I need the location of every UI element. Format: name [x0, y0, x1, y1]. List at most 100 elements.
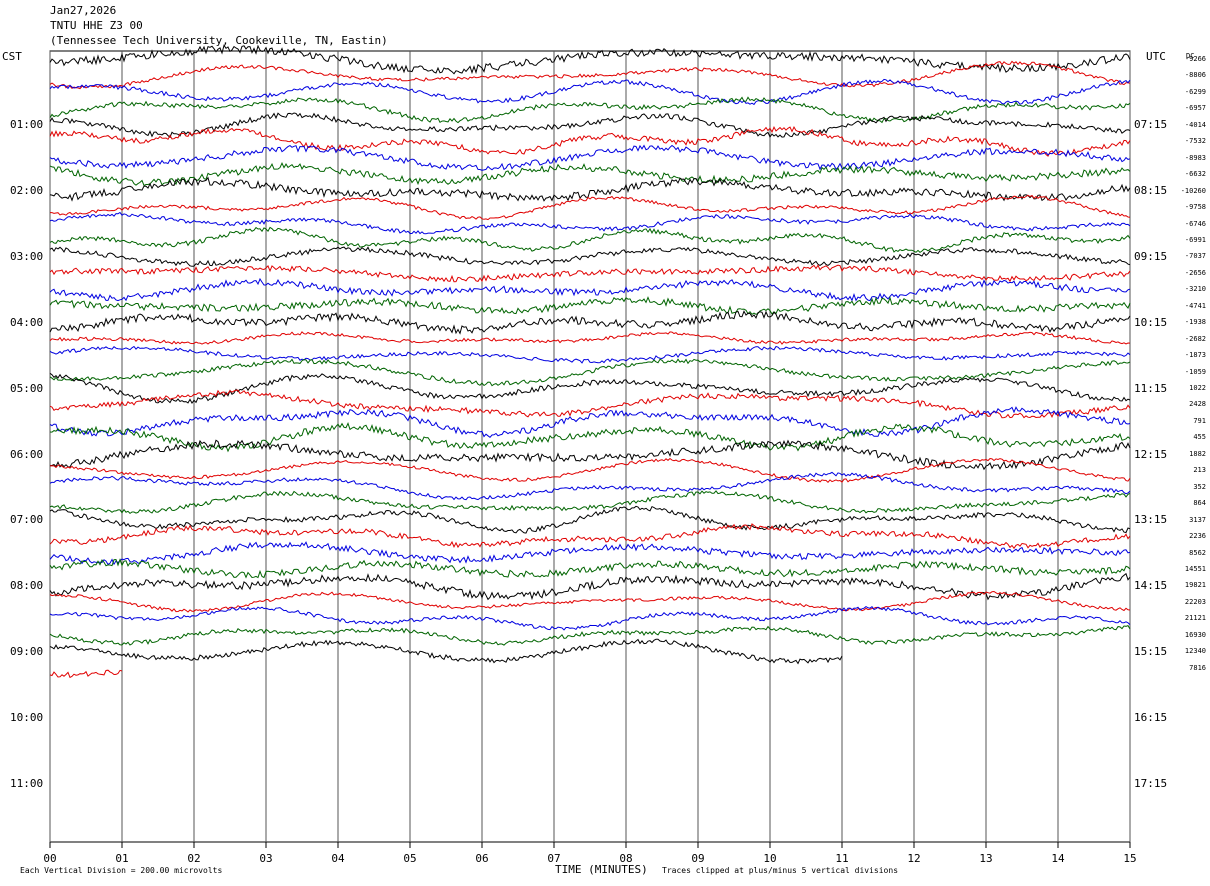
x-tick-label: 07: [547, 852, 561, 865]
dc-offset-value: -6632: [1184, 170, 1206, 179]
station-label: TNTU HHE Z3 00: [50, 19, 143, 32]
seismic-trace: [49, 422, 1131, 453]
seismic-trace: [49, 590, 1131, 613]
dc-offset-value: 791: [1193, 416, 1206, 425]
seismic-trace: [49, 389, 1131, 419]
dc-offset-value: 3137: [1189, 515, 1206, 524]
dc-offset-value: 7816: [1189, 663, 1206, 672]
seismic-trace: [49, 372, 1131, 405]
utc-time-label: 11:15: [1134, 381, 1168, 395]
dc-offset-value: 8562: [1189, 548, 1206, 557]
cst-time-label: 04:00: [10, 315, 44, 329]
seismic-trace: [49, 226, 1131, 254]
dc-offset-value: 213: [1193, 466, 1206, 475]
x-tick-label: 09: [691, 852, 705, 865]
seismic-trace: [49, 490, 1131, 515]
date-label: Jan27,2026: [50, 4, 117, 17]
dc-offset-value: 19821: [1184, 581, 1206, 590]
x-tick-label: 06: [475, 852, 489, 865]
x-tick-label: 13: [979, 852, 993, 865]
seismic-trace: [49, 277, 1131, 302]
dc-offset-value: -9758: [1184, 203, 1206, 212]
seismic-trace: [49, 345, 1131, 364]
dc-offset-value: -10260: [1180, 186, 1206, 195]
dc-offset-value: 21121: [1184, 614, 1206, 623]
dc-offset-value: -6957: [1184, 104, 1206, 113]
seismic-trace: [50, 194, 1131, 221]
seismic-trace: [49, 176, 1131, 202]
dc-offset-value: 352: [1193, 482, 1206, 491]
utc-time-label: 16:15: [1134, 711, 1168, 725]
seismic-trace: [49, 60, 1131, 90]
dc-offset-value: 12340: [1184, 647, 1206, 656]
seismic-trace: [49, 96, 1131, 124]
seismic-trace: [49, 457, 1131, 484]
seismic-trace: [49, 144, 1131, 171]
seismic-trace: [49, 541, 1131, 566]
cst-time-label: 05:00: [10, 381, 44, 395]
dc-offset-value: 455: [1193, 433, 1206, 442]
seismic-trace: [49, 331, 1131, 345]
x-tick-label: 08: [619, 852, 633, 865]
dc-offset-value: 22203: [1184, 597, 1206, 606]
dc-label: DC: [1186, 52, 1195, 60]
seismic-trace: [49, 624, 1131, 646]
x-tick-label: 15: [1123, 852, 1137, 865]
x-axis-title: TIME (MINUTES): [555, 863, 648, 876]
dc-offset-value: 14551: [1184, 564, 1206, 573]
utc-time-label: 08:15: [1134, 183, 1168, 197]
seismic-trace: [49, 638, 843, 665]
cst-label: CST: [2, 50, 22, 63]
location-label: (Tennessee Tech University, Cookeville, …: [50, 34, 388, 47]
seismic-trace: [49, 406, 1131, 438]
dc-offset-value: -6746: [1184, 219, 1206, 228]
cst-time-label: 06:00: [10, 447, 44, 461]
seismic-trace: [49, 211, 1131, 235]
dc-offset-value: 16930: [1184, 630, 1206, 639]
clip-note: Traces clipped at plus/minus 5 vertical …: [662, 866, 899, 875]
seismic-trace: [49, 523, 1131, 550]
seismic-trace: [49, 310, 1131, 335]
cst-time-label: 11:00: [10, 777, 44, 790]
utc-time-label: 13:15: [1134, 513, 1168, 527]
x-tick-label: 14: [1051, 852, 1065, 865]
utc-time-label: 17:15: [1134, 777, 1168, 790]
utc-time-label: 14:15: [1134, 579, 1168, 593]
seismic-trace: [49, 558, 1131, 579]
scale-note: Each Vertical Division = 200.00 microvol…: [20, 866, 223, 875]
cst-time-label: 08:00: [10, 579, 44, 593]
dc-offset-value: -6299: [1184, 87, 1206, 96]
utc-time-label: 12:15: [1134, 447, 1168, 461]
seismic-trace: [49, 505, 1131, 534]
seismic-trace: [49, 264, 1131, 283]
seismic-trace: [49, 126, 1131, 157]
cst-time-label: 01:00: [10, 118, 44, 131]
dc-offset-value: -1059: [1184, 367, 1206, 376]
utc-time-label: 09:15: [1134, 249, 1168, 263]
dc-offset-value: -1873: [1184, 351, 1206, 360]
dc-offset-value: -7037: [1184, 252, 1206, 261]
x-tick-label: 03: [259, 852, 273, 865]
x-tick-label: 01: [115, 852, 129, 865]
dc-offset-value: -8806: [1184, 71, 1206, 80]
dc-offset-value: -9266: [1184, 55, 1206, 63]
utc-time-label: 07:15: [1134, 118, 1168, 131]
x-tick-label: 05: [403, 852, 417, 865]
seismic-trace: [49, 572, 1131, 601]
seismic-trace: [49, 161, 1131, 187]
x-tick-label: 02: [187, 852, 201, 865]
seismic-trace: [49, 358, 1131, 387]
cst-time-label: 07:00: [10, 513, 44, 527]
x-tick-label: 11: [835, 852, 849, 865]
seismic-trace: [49, 44, 1131, 75]
dc-offset-value: -7532: [1184, 137, 1206, 146]
dc-offset-value: -4741: [1184, 301, 1206, 310]
utc-label: UTC: [1146, 50, 1166, 63]
seismic-trace: [49, 78, 1131, 106]
x-tick-label: 00: [43, 852, 57, 865]
dc-offset-value: -2682: [1184, 334, 1206, 343]
utc-time-label: 15:15: [1134, 645, 1168, 659]
seismic-trace: [49, 669, 123, 679]
cst-time-label: 10:00: [10, 711, 44, 725]
